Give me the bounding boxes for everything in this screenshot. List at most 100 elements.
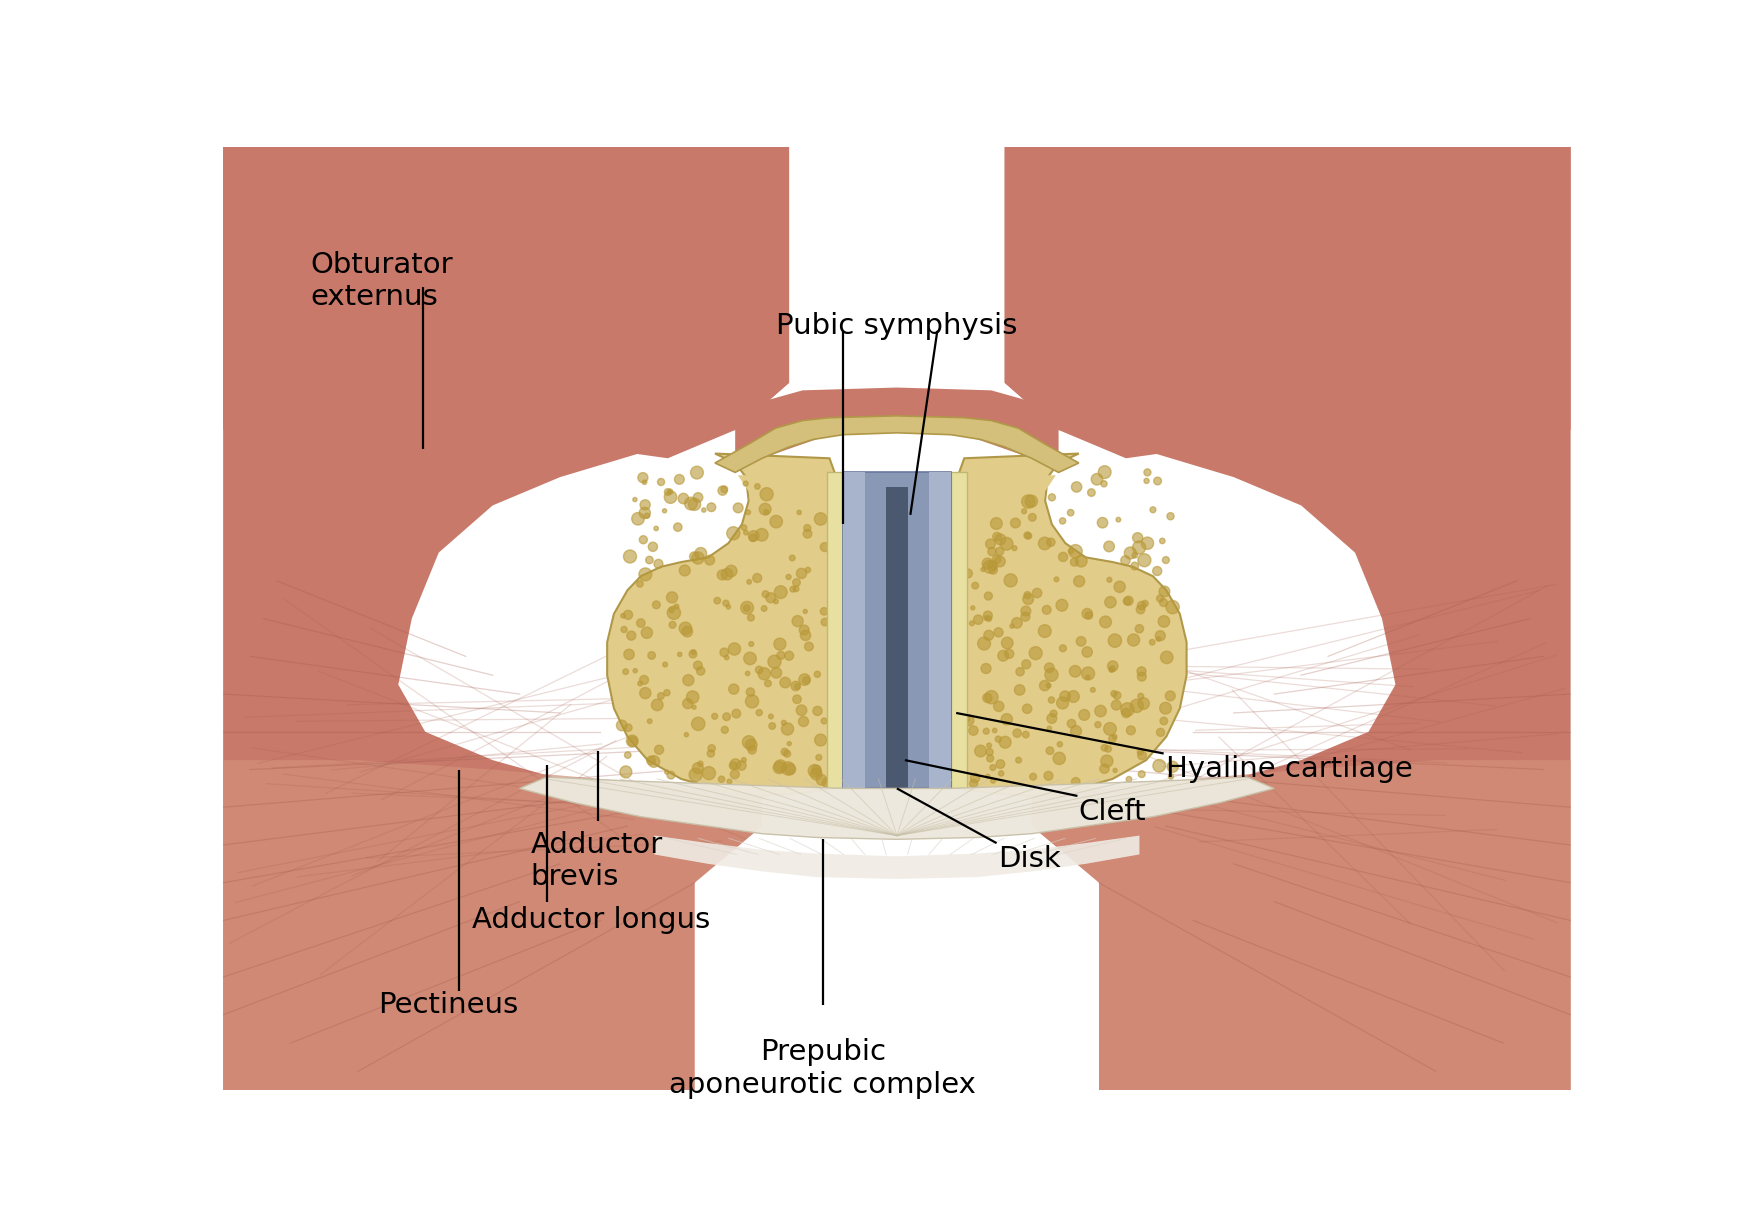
Circle shape [718, 570, 728, 579]
Circle shape [758, 668, 770, 680]
Circle shape [1099, 764, 1110, 773]
Circle shape [821, 608, 828, 615]
Circle shape [1015, 757, 1022, 763]
Circle shape [1160, 652, 1172, 664]
Circle shape [985, 748, 994, 756]
Circle shape [1059, 644, 1066, 652]
Circle shape [1111, 691, 1116, 697]
Circle shape [1144, 478, 1150, 484]
Circle shape [623, 649, 634, 659]
Circle shape [654, 527, 658, 530]
Circle shape [1004, 573, 1017, 587]
Circle shape [1155, 631, 1166, 641]
Circle shape [821, 543, 830, 551]
Circle shape [658, 479, 665, 485]
Circle shape [623, 550, 637, 564]
Polygon shape [844, 473, 864, 789]
Circle shape [794, 684, 800, 690]
Circle shape [987, 561, 997, 571]
Circle shape [1085, 675, 1090, 680]
Circle shape [1104, 746, 1111, 752]
Circle shape [1045, 663, 1054, 673]
Circle shape [1071, 481, 1082, 492]
Circle shape [970, 726, 978, 735]
Circle shape [1013, 729, 1022, 737]
Circle shape [1160, 717, 1167, 725]
Circle shape [963, 715, 975, 726]
Circle shape [719, 777, 724, 783]
Circle shape [698, 761, 704, 767]
Circle shape [616, 720, 626, 731]
Circle shape [780, 748, 788, 756]
Circle shape [970, 621, 975, 626]
Circle shape [984, 560, 996, 573]
Circle shape [1127, 633, 1139, 646]
Circle shape [1150, 507, 1157, 513]
Circle shape [1040, 680, 1050, 691]
Circle shape [667, 489, 672, 495]
Circle shape [623, 669, 628, 675]
Circle shape [721, 486, 728, 492]
Circle shape [780, 677, 791, 688]
Circle shape [984, 611, 992, 620]
Polygon shape [695, 797, 1099, 1090]
Circle shape [709, 745, 716, 752]
Polygon shape [968, 475, 1172, 786]
Circle shape [1068, 719, 1076, 728]
Circle shape [1124, 548, 1136, 559]
Circle shape [1029, 647, 1043, 660]
Circle shape [679, 494, 690, 503]
Circle shape [628, 736, 637, 746]
Circle shape [677, 652, 682, 657]
Circle shape [1157, 729, 1166, 736]
Circle shape [999, 771, 1004, 777]
Circle shape [640, 500, 651, 510]
Circle shape [984, 631, 994, 641]
Circle shape [714, 598, 721, 604]
Circle shape [784, 652, 794, 660]
Circle shape [808, 764, 821, 777]
Circle shape [987, 548, 996, 556]
Circle shape [679, 565, 690, 576]
Circle shape [990, 778, 996, 783]
Circle shape [1069, 545, 1082, 559]
Circle shape [1048, 697, 1055, 703]
Circle shape [1111, 701, 1122, 710]
Circle shape [637, 619, 646, 627]
Circle shape [1026, 533, 1032, 539]
Polygon shape [224, 147, 789, 1090]
Circle shape [800, 630, 810, 641]
Circle shape [737, 761, 746, 771]
Circle shape [742, 524, 747, 530]
Circle shape [658, 692, 665, 699]
Circle shape [973, 615, 984, 625]
Circle shape [682, 626, 693, 637]
Circle shape [1113, 692, 1122, 699]
Circle shape [1060, 691, 1071, 702]
Circle shape [978, 637, 990, 650]
Circle shape [768, 714, 774, 719]
Circle shape [721, 568, 733, 579]
Circle shape [1022, 704, 1032, 713]
Circle shape [964, 717, 970, 722]
Circle shape [1153, 566, 1162, 576]
Circle shape [1101, 480, 1108, 486]
Circle shape [1110, 668, 1113, 673]
Circle shape [793, 695, 802, 703]
Polygon shape [929, 473, 950, 789]
Circle shape [640, 627, 653, 638]
Circle shape [1141, 537, 1153, 549]
Polygon shape [621, 475, 826, 786]
Text: Prepubic
aponeurotic complex: Prepubic aponeurotic complex [668, 1039, 976, 1099]
Circle shape [728, 643, 740, 655]
Circle shape [1024, 532, 1031, 539]
Circle shape [674, 523, 682, 532]
Circle shape [1024, 592, 1031, 599]
Circle shape [788, 741, 791, 746]
Circle shape [996, 736, 1001, 742]
Circle shape [1113, 734, 1116, 739]
Circle shape [1138, 751, 1146, 760]
Circle shape [1001, 714, 1013, 725]
Circle shape [1032, 588, 1041, 598]
Circle shape [821, 718, 828, 724]
